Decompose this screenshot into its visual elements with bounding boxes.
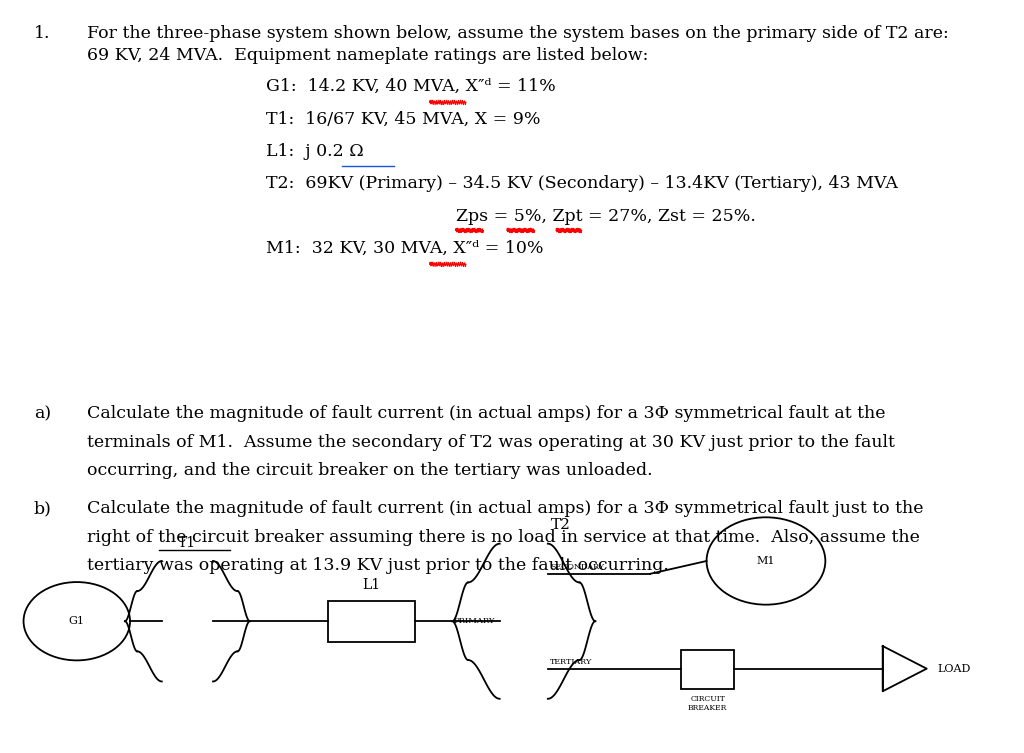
Text: occurring, and the circuit breaker on the tertiary was unloaded.: occurring, and the circuit breaker on th…: [87, 462, 652, 480]
Bar: [681, 650, 734, 689]
Bar: [328, 601, 415, 642]
Text: 69 KV, 24 MVA.  Equipment nameplate ratings are listed below:: 69 KV, 24 MVA. Equipment nameplate ratin…: [87, 47, 648, 65]
Text: TERTIARY: TERTIARY: [550, 657, 592, 666]
Text: b): b): [34, 500, 51, 517]
Text: CIRCUIT
BREAKER: CIRCUIT BREAKER: [688, 695, 727, 712]
Text: T1:  16/67 KV, 45 MVA, X = 9%: T1: 16/67 KV, 45 MVA, X = 9%: [266, 111, 541, 128]
Text: terminals of M1.  Assume the secondary of T2 was operating at 30 KV just prior t: terminals of M1. Assume the secondary of…: [87, 434, 895, 451]
Text: LOAD: LOAD: [937, 663, 971, 674]
Text: L1: L1: [362, 578, 380, 592]
Text: Calculate the magnitude of fault current (in actual amps) for a 3Φ symmetrical f: Calculate the magnitude of fault current…: [87, 405, 886, 422]
Text: a): a): [34, 405, 51, 422]
Text: T2:  69KV (Primary) – 34.5 KV (Secondary) – 13.4KV (Tertiary), 43 MVA: T2: 69KV (Primary) – 34.5 KV (Secondary)…: [266, 175, 898, 193]
Text: 1.: 1.: [34, 25, 50, 42]
Text: L1:  j 0.2 Ω: L1: j 0.2 Ω: [266, 143, 364, 160]
Text: G1:  14.2 KV, 40 MVA, X″ᵈ = 11%: G1: 14.2 KV, 40 MVA, X″ᵈ = 11%: [266, 78, 556, 96]
Text: tertiary was operating at 13.9 KV just prior to the fault occurring.: tertiary was operating at 13.9 KV just p…: [87, 557, 669, 575]
Text: M1:  32 KV, 30 MVA, X″ᵈ = 10%: M1: 32 KV, 30 MVA, X″ᵈ = 10%: [266, 240, 544, 258]
Text: M1: M1: [757, 556, 775, 566]
Text: G1: G1: [69, 616, 85, 626]
Text: T2: T2: [551, 518, 571, 532]
Text: Zps = 5%, Zpt = 27%, Zst = 25%.: Zps = 5%, Zpt = 27%, Zst = 25%.: [456, 208, 756, 225]
Text: right of the circuit breaker assuming there is no load in service at that time. : right of the circuit breaker assuming th…: [87, 529, 920, 546]
Text: For the three-phase system shown below, assume the system bases on the primary s: For the three-phase system shown below, …: [87, 25, 949, 42]
Text: PRIMARY: PRIMARY: [453, 617, 495, 625]
Text: T1: T1: [178, 535, 197, 550]
Text: SECONDARY: SECONDARY: [550, 562, 604, 571]
Text: Calculate the magnitude of fault current (in actual amps) for a 3Φ symmetrical f: Calculate the magnitude of fault current…: [87, 500, 924, 517]
